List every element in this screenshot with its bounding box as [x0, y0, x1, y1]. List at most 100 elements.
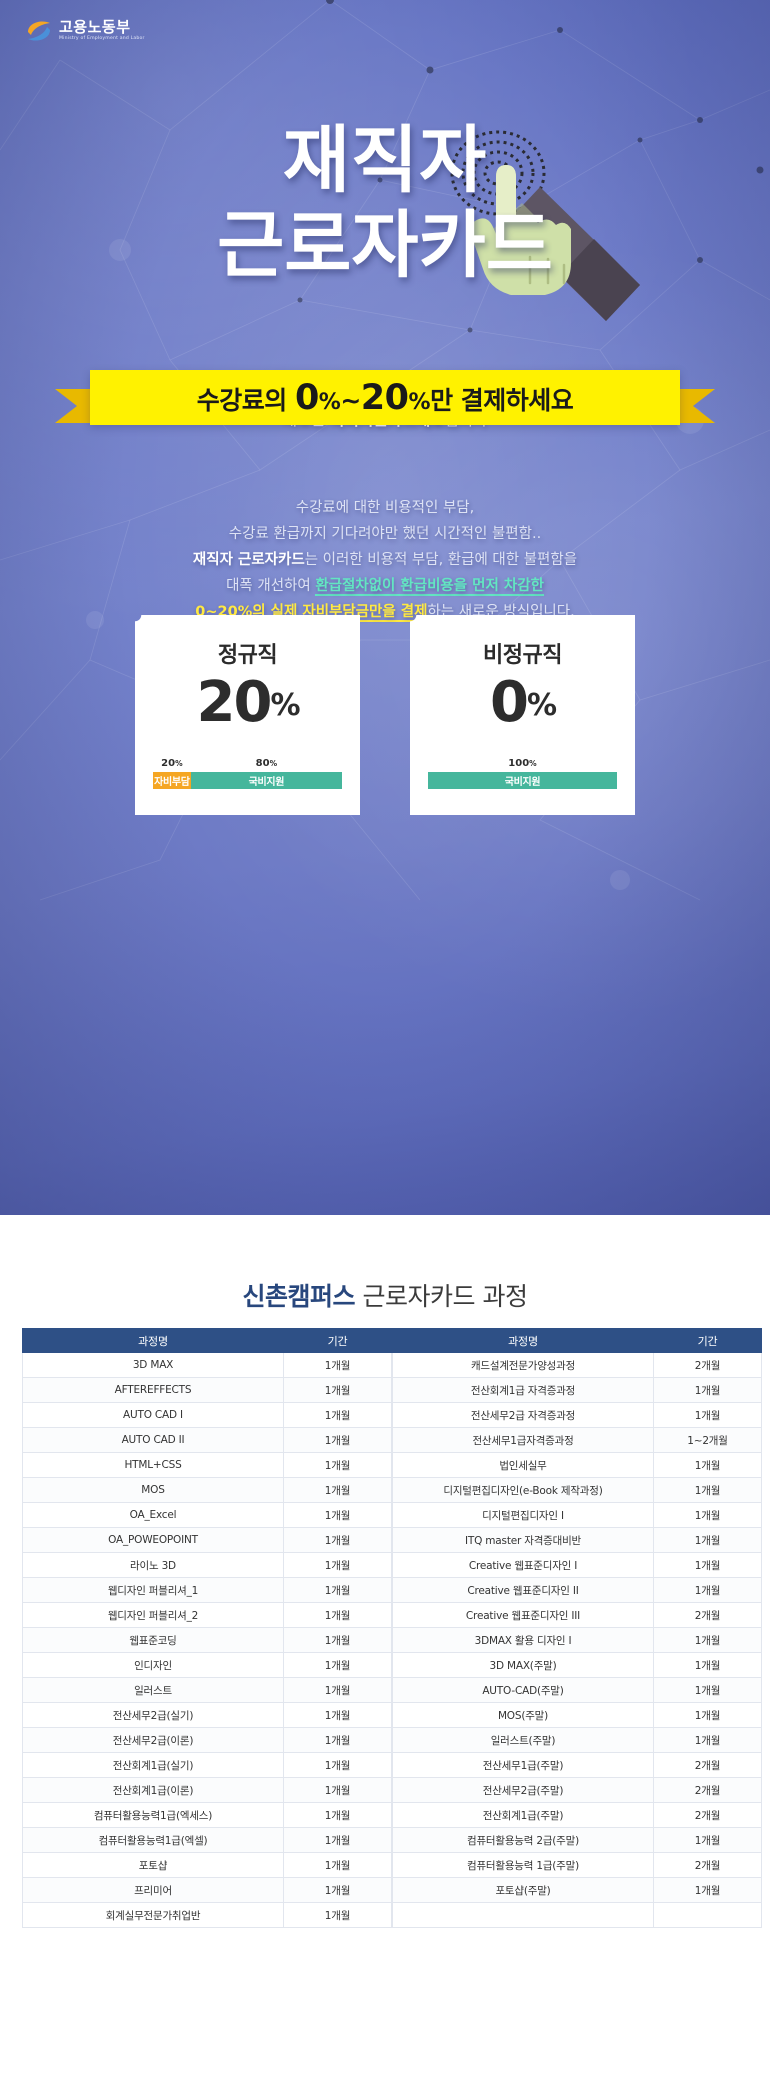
cell-duration: 1개월	[283, 1627, 392, 1653]
cell-course-name: AUTO CAD I	[22, 1402, 284, 1428]
table-row: 웹디자인 퍼블리셔_1 1개월	[22, 1577, 392, 1603]
table-row: 전산세무2급(이론) 1개월	[22, 1727, 392, 1753]
cell-duration: 1개월	[283, 1577, 392, 1603]
legend-segment-self-pay: 자비부담	[153, 772, 191, 789]
cell-course-name: Creative 웹표준디자인 II	[392, 1577, 654, 1603]
cell-duration: 1개월	[653, 1652, 762, 1678]
table-row: 전산회계1급(이론) 1개월	[22, 1777, 392, 1803]
cell-course-name: 컴퓨터활용능력1급(엑세스)	[22, 1802, 284, 1828]
table-row: 회계실무전문가취업반 1개월	[22, 1902, 392, 1928]
yellow-ribbon-banner: 수강료의 0%~20%만 결제하세요	[0, 370, 770, 445]
table-row: 전산회계1급(실기) 1개월	[22, 1752, 392, 1778]
card-title-nonregular: 비정규직	[483, 643, 562, 668]
cell-duration: 1개월	[283, 1527, 392, 1553]
cell-course-name: OA_Excel	[22, 1502, 284, 1528]
cell-course-name: 일러스트	[22, 1677, 284, 1703]
cell-duration: 1개월	[653, 1702, 762, 1728]
table-row: 전산세무1급(주말) 2개월	[392, 1752, 762, 1778]
course-table-right: 과정명 기간 캐드설계전문가양성과정 2개월 전산회계1급 자격증과정 1개월 전산세무…	[392, 1328, 762, 1928]
legend-segment-gov-support-full: 국비지원	[428, 772, 617, 789]
table-row: 전산세무1급자격증과정 1~2개월	[392, 1427, 762, 1453]
ribbon-tilde: ~	[340, 385, 361, 415]
table-row: 디지털편집디자인 I 1개월	[392, 1502, 762, 1528]
cell-duration: 1개월	[283, 1602, 392, 1628]
cell-duration: 2개월	[653, 1352, 762, 1378]
table-row: Creative 웹표준디자인 II 1개월	[392, 1577, 762, 1603]
cell-course-name: 포토샵(주말)	[392, 1877, 654, 1903]
cell-course-name: 전산회계1급(이론)	[22, 1777, 284, 1803]
cell-duration: 1개월	[283, 1452, 392, 1478]
table-row: 전산세무2급(주말) 2개월	[392, 1777, 762, 1803]
hand-touch-pointer-icon	[450, 130, 640, 321]
table-row	[392, 1902, 762, 1928]
card-legend-regular: 20% 80% 자비부담 국비지원	[153, 758, 342, 789]
ribbon-prefix: 수강료의	[196, 385, 295, 415]
legend-num-gov-full: 100%	[508, 758, 537, 769]
cell-duration: 2개월	[653, 1602, 762, 1628]
hero-description: 수강료에 대한 비용적인 부담, 수강료 환급까지 기다려야만 했던 시간적인 …	[0, 495, 770, 625]
table-row: Creative 웹표준디자인 I 1개월	[392, 1552, 762, 1578]
regular-employee-card: 정규직 20% 20% 80% 자비부담 국비지원	[135, 615, 360, 815]
table-row: 일러스트 1개월	[22, 1677, 392, 1703]
desc-line-4: 대폭 개선하여 환급절차없이 환급비용을 먼저 차감한	[0, 573, 770, 599]
table-row: 인디자인 1개월	[22, 1652, 392, 1678]
cell-duration: 1개월	[653, 1677, 762, 1703]
cell-duration: 2개월	[653, 1752, 762, 1778]
table-row: OA_POWEOPOINT 1개월	[22, 1527, 392, 1553]
ribbon-suffix: 만 결제하세요	[430, 385, 574, 415]
table-row: 컴퓨터활용능력 1급(주말) 2개월	[392, 1852, 762, 1878]
legend-num-gov: 80%	[255, 758, 278, 769]
legend-segment-gov-support: 국비지원	[190, 772, 342, 789]
desc-line-1: 수강료에 대한 비용적인 부담,	[295, 500, 475, 516]
table-row: HTML+CSS 1개월	[22, 1452, 392, 1478]
cell-course-name: HTML+CSS	[22, 1452, 284, 1478]
desc-line-2: 수강료 환급까지 기다려야만 했던 시간적인 불편함..	[228, 526, 542, 542]
col-header-duration-right: 기간	[653, 1328, 762, 1353]
cell-duration: 1개월	[283, 1352, 392, 1378]
cell-course-name: 전산세무1급(주말)	[392, 1752, 654, 1778]
ribbon-text: 수강료의 0%~20%만 결제하세요	[197, 378, 574, 418]
legend-numbers-nonregular: 100%	[428, 758, 617, 769]
table-row: 포토샵(주말) 1개월	[392, 1877, 762, 1903]
desc-highlight-green: 환급절차없이 환급비용을 먼저 차감한	[315, 578, 544, 596]
cell-course-name: 3D MAX(주말)	[392, 1652, 654, 1678]
cell-duration: 2개월	[653, 1777, 762, 1803]
cell-duration: 1개월	[653, 1502, 762, 1528]
cell-course-name: AFTEREFFECTS	[22, 1377, 284, 1403]
card-percent-symbol-nonregular: %	[526, 688, 557, 723]
cell-duration: 1개월	[653, 1477, 762, 1503]
ministry-logo-text: 고용노동부 Ministry of Employment and Labor	[59, 20, 145, 42]
table-row: 전산회계1급 자격증과정 1개월	[392, 1377, 762, 1403]
cell-course-name: 전산세무2급(이론)	[22, 1727, 284, 1753]
cell-course-name: 디지털편집디자인 I	[392, 1502, 654, 1528]
ministry-emblem-icon	[25, 18, 53, 44]
table-row: AFTEREFFECTS 1개월	[22, 1377, 392, 1403]
cell-duration	[653, 1902, 762, 1928]
table-row: 웹표준코딩 1개월	[22, 1627, 392, 1653]
desc-bold-card: 재직자 근로자카드	[192, 552, 305, 568]
ministry-logo: 고용노동부 Ministry of Employment and Labor	[25, 18, 145, 44]
table-row: 디지털편집디자인(e-Book 제작과정) 1개월	[392, 1477, 762, 1503]
cell-duration: 1개월	[283, 1802, 392, 1828]
cell-duration: 1개월	[283, 1727, 392, 1753]
table-row: 컴퓨터활용능력1급(엑세스) 1개월	[22, 1802, 392, 1828]
cell-course-name: 웹표준코딩	[22, 1627, 284, 1653]
ministry-name-ko: 고용노동부	[59, 18, 131, 37]
cell-duration: 1개월	[283, 1902, 392, 1928]
table-row: 전산회계1급(주말) 2개월	[392, 1802, 762, 1828]
cell-duration: 2개월	[653, 1852, 762, 1878]
cell-course-name: 프리미어	[22, 1877, 284, 1903]
cell-duration: 1개월	[283, 1702, 392, 1728]
col-header-course-name-right: 과정명	[392, 1328, 654, 1353]
cell-duration: 1개월	[653, 1827, 762, 1853]
table-row: AUTO CAD II 1개월	[22, 1427, 392, 1453]
card-percent-nonregular: 0%	[426, 673, 619, 736]
cell-duration: 1~2개월	[653, 1427, 762, 1453]
cell-course-name: 전산회계1급(실기)	[22, 1752, 284, 1778]
cell-duration: 1개월	[283, 1777, 392, 1803]
cell-course-name: 3D MAX	[22, 1352, 284, 1378]
cell-duration: 1개월	[283, 1427, 392, 1453]
cell-course-name: 웹디자인 퍼블리셔_1	[22, 1577, 284, 1603]
course-table-left: 과정명 기간 3D MAX 1개월 AFTEREFFECTS 1개월 AUTO CAD …	[22, 1328, 392, 1928]
cell-duration: 1개월	[653, 1402, 762, 1428]
